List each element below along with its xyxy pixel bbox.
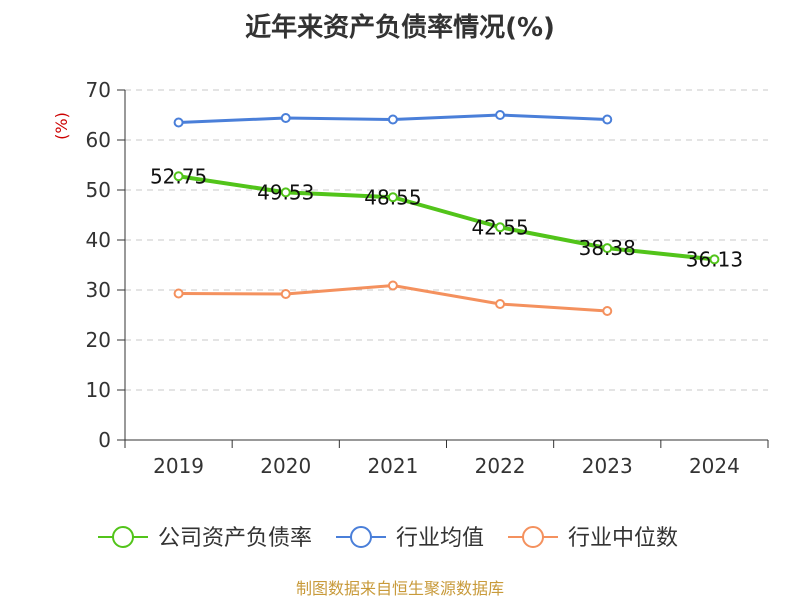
legend-marker [112,526,134,548]
legend-label: 公司资产负债率 [158,526,312,551]
series-point [280,187,291,198]
series-point [280,113,291,123]
series-point [602,114,613,125]
data-label: 52.75 [150,164,207,188]
y-axis-unit: (%) [52,112,71,140]
x-tick-label: 2023 [582,454,633,478]
x-tick-label: 2024 [689,454,740,478]
data-label: 38.38 [579,236,636,260]
series-point [387,280,398,291]
legend: 公司资产负债率 行业均值 行业中位数 [98,526,678,551]
y-tick-label: 30 [86,278,111,302]
legend-label: 行业中位数 [568,526,678,551]
series-point [280,289,291,299]
series-line [176,174,717,262]
series [173,110,720,316]
series-point [387,192,398,203]
y-tick-label: 40 [86,228,111,252]
data-labels: 52.75 49.53 48.55 42.55 38.38 36.13 [150,164,743,271]
source-note: 制图数据来自恒生聚源数据库 [296,579,504,598]
y-tick-label: 0 [98,428,111,452]
series-point [709,254,720,265]
y-tick-label: 60 [86,128,111,152]
y-tick-label: 70 [86,78,111,102]
y-tick-label: 10 [86,378,111,402]
gridlines [125,89,768,391]
x-tick-label: 2019 [153,454,204,478]
data-label: 42.55 [471,215,528,239]
series-point [495,299,506,309]
series-point [495,110,506,120]
x-tick-label: 2022 [475,454,526,478]
data-label: 49.53 [257,180,314,204]
legend-marker [522,526,544,548]
axes: 0 10 20 30 40 50 60 70 2019 2020 2021 2022 2023 2024 [86,78,769,478]
series-point [495,222,506,233]
series-point [387,114,398,125]
chart-title: 近年来资产负债率情况(%) [245,12,555,43]
y-tick-label: 50 [86,178,111,202]
legend-marker [350,526,372,548]
series-point [173,171,184,182]
series-point [173,117,184,128]
data-label: 48.55 [364,185,421,209]
x-tick-label: 2020 [260,454,311,478]
legend-label: 行业均值 [396,526,484,551]
series-point [602,306,613,316]
data-label: 36.13 [686,247,743,271]
series-point [602,243,613,254]
series-point [173,288,184,299]
x-tick-label: 2021 [367,454,418,478]
y-tick-label: 20 [86,328,111,352]
